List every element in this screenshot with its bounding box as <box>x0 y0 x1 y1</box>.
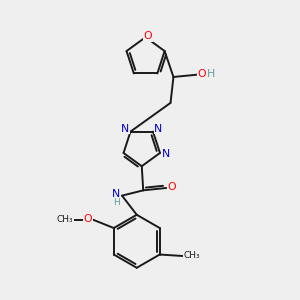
Text: O: O <box>144 31 152 41</box>
Text: CH₃: CH₃ <box>57 215 73 224</box>
Text: O: O <box>167 182 176 192</box>
Text: O: O <box>197 69 206 79</box>
Text: N: N <box>162 148 170 159</box>
Text: H: H <box>113 198 119 207</box>
Text: N: N <box>154 124 162 134</box>
Text: O: O <box>84 214 92 224</box>
Text: H: H <box>207 69 215 79</box>
Text: N: N <box>121 124 129 134</box>
Text: CH₃: CH₃ <box>183 251 200 260</box>
Text: N: N <box>112 189 120 199</box>
